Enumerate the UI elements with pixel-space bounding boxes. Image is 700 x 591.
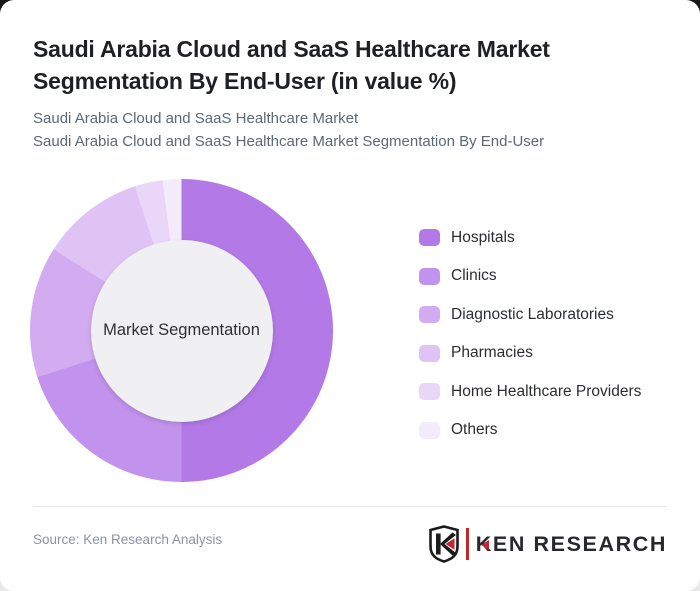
subtitle-line-2: Saudi Arabia Cloud and SaaS Healthcare M… [33, 132, 545, 150]
donut-chart: Market Segmentation [30, 179, 333, 482]
donut-hole: Market Segmentation [90, 239, 273, 422]
legend-item-diagnostic-laboratories: Diagnostic Laboratories [419, 306, 641, 323]
subtitle-line-1: Saudi Arabia Cloud and SaaS Healthcare M… [33, 110, 359, 127]
chart-legend: Hospitals Clinics Diagnostic Laboratories P… [419, 229, 641, 460]
legend-label-hospitals: Hospitals [451, 228, 515, 246]
legend-swatch-diagnostic-laboratories [419, 306, 440, 323]
legend-item-others: Others [419, 421, 641, 439]
logo-k-triangle-icon [480, 540, 489, 550]
page-title-line1: Saudi Arabia Cloud and SaaS Healthcare M… [33, 36, 550, 62]
legend-label-others: Others [451, 421, 498, 438]
legend-swatch-home-healthcare-providers [419, 383, 440, 400]
legend-item-hospitals: Hospitals [419, 229, 641, 246]
legend-item-pharmacies: Pharmacies [419, 344, 641, 362]
logo-separator [466, 528, 469, 560]
legend-swatch-pharmacies [419, 344, 440, 362]
page-title: Saudi Arabia Cloud and SaaS Healthcare M… [33, 33, 663, 97]
footer-divider [33, 506, 667, 507]
legend-swatch-others [419, 421, 440, 439]
legend-item-clinics: Clinics [419, 267, 641, 285]
legend-label-clinics: Clinics [451, 267, 497, 284]
ken-research-logo: K EN RESEARCH [428, 524, 667, 564]
legend-swatch-clinics [419, 267, 440, 285]
legend-swatch-hospitals [419, 229, 440, 246]
subtitle: Saudi Arabia Cloud and SaaS Healthcare M… [33, 108, 673, 153]
shield-k-icon [428, 525, 460, 563]
source-text: Source: Ken Research Analysis [33, 532, 223, 547]
legend-label-diagnostic-laboratories: Diagnostic Laboratories [451, 305, 614, 323]
logo-wordmark: K EN RESEARCH [476, 532, 667, 557]
donut-center-label: Market Segmentation [103, 321, 260, 339]
page-title-line2: Segmentation By End-User (in value %) [33, 68, 457, 94]
legend-label-home-healthcare-providers: Home Healthcare Providers [451, 382, 642, 400]
legend-item-home-healthcare-providers: Home Healthcare Providers [419, 383, 641, 400]
legend-label-pharmacies: Pharmacies [451, 344, 533, 361]
logo-text-rest: EN RESEARCH [492, 531, 667, 556]
